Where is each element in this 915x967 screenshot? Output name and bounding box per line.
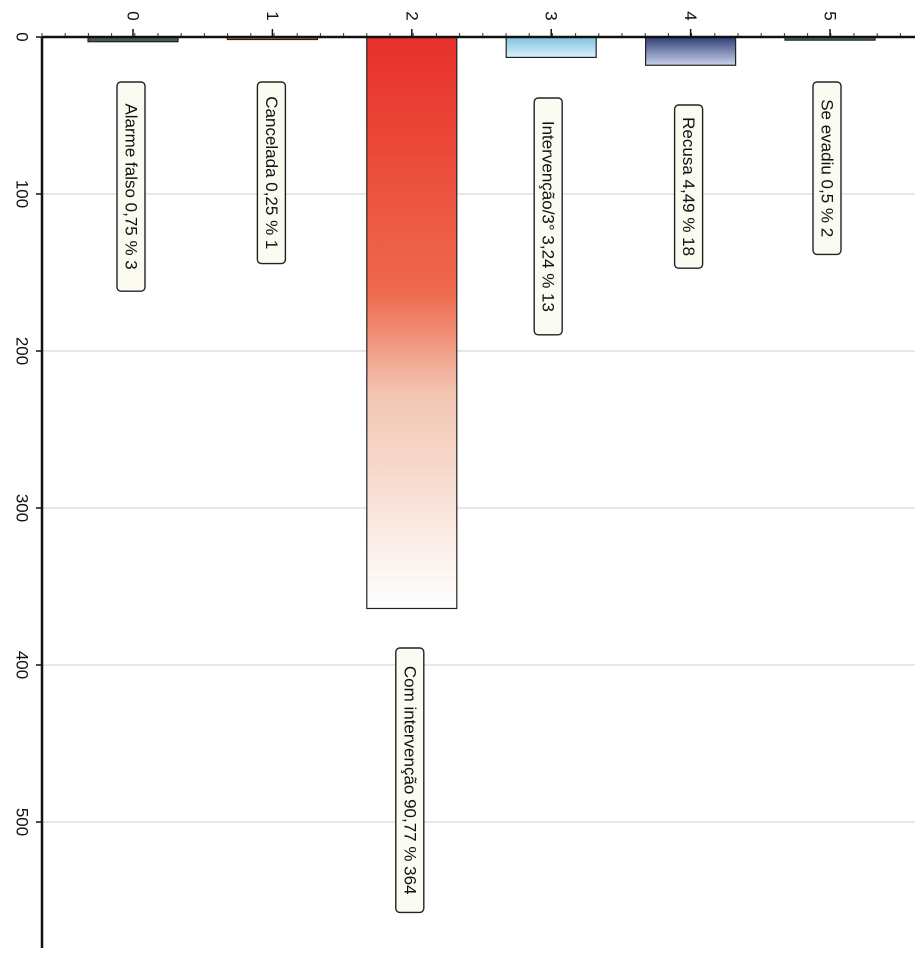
data-label-box: [673, 104, 704, 269]
data-label-text: Com intervenção 90,77 % 364: [400, 666, 419, 895]
data-label: Alarme falso 0,75 % 3: [116, 81, 146, 292]
data-label: Com intervenção 90,77 % 364: [395, 647, 425, 914]
value-tick-label: 200: [13, 337, 32, 365]
value-tick-label: 100: [13, 180, 32, 208]
data-label-text: Recusa 4,49 % 18: [679, 117, 698, 256]
category-tick-label: 5: [821, 11, 840, 20]
data-label-text: Intervenção/3° 3,24 % 13: [539, 121, 558, 312]
value-tick-label: 500: [13, 808, 32, 836]
data-labels: Alarme falso 0,75 % 3 Cancelada 0,25 % 1 C…: [116, 81, 842, 914]
category-tick-label: 1: [263, 11, 282, 20]
data-label-box: [395, 647, 425, 914]
category-tick-label: 0: [124, 11, 143, 20]
bar-2: [366, 36, 458, 610]
data-label-box: [533, 97, 563, 336]
axes: [36, 29, 915, 948]
data-label-box: [812, 81, 842, 256]
data-label: Se evadiu 0,5 % 2: [812, 81, 842, 256]
data-label-box: [256, 81, 287, 265]
bar-4: [644, 36, 737, 66]
value-tick-label: 400: [13, 651, 32, 679]
bars: [87, 36, 876, 610]
data-label-text: Alarme falso 0,75 % 3: [122, 103, 141, 269]
category-tick-label: 3: [542, 11, 561, 20]
category-tick-label: 2: [402, 11, 421, 20]
data-label-box: [116, 81, 146, 292]
data-label: Cancelada 0,25 % 1: [256, 81, 287, 265]
data-label: Recusa 4,49 % 18: [673, 104, 704, 269]
bar-3: [505, 36, 597, 59]
tick-labels: 0 100 200 300 400 500 0 1 2 3 4 5: [13, 11, 840, 836]
value-tick-label: 0: [13, 32, 32, 41]
data-label-text: Se evadiu 0,5 % 2: [818, 99, 837, 237]
grid-lines: [42, 193, 915, 823]
category-tick-label: 4: [681, 11, 700, 20]
data-label: Intervenção/3° 3,24 % 13: [533, 97, 563, 336]
data-label-text: Cancelada 0,25 % 1: [262, 96, 281, 249]
value-tick-label: 300: [13, 494, 32, 522]
